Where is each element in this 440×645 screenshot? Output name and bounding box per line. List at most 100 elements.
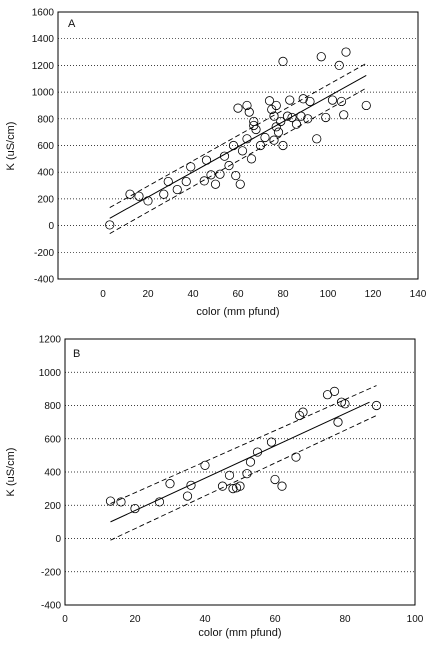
confidence-bands-b: [110, 385, 377, 541]
data-point-a: [312, 134, 322, 144]
data-point-a: [186, 162, 196, 172]
confidence-bands-a: [109, 63, 367, 235]
x-tick-label-b: 80: [339, 614, 351, 625]
x-tick-label-a: 80: [277, 289, 289, 300]
data-point-a: [271, 122, 281, 132]
data-point-b: [242, 469, 252, 479]
data-point-a: [159, 189, 169, 199]
x-tick-labels-b: 0 20 40 60 80 100: [62, 614, 424, 625]
data-point-a: [291, 119, 302, 129]
confidence-band-b: [110, 385, 377, 504]
data-point-a: [105, 220, 115, 230]
data-point-b: [298, 407, 308, 417]
data-point-b: [340, 399, 350, 409]
data-point-a: [255, 140, 266, 151]
data-point-a: [303, 114, 313, 124]
x-tick-label-b: 100: [407, 614, 424, 625]
data-point-a: [298, 94, 308, 104]
x-tick-label-b: 0: [62, 614, 68, 625]
data-point-a: [237, 146, 248, 156]
y-tick-label-a: -400: [34, 275, 54, 286]
data-point-a: [134, 191, 144, 201]
data-point-a: [327, 95, 338, 105]
data-point-a: [242, 134, 252, 144]
data-point-a: [321, 112, 331, 123]
y-tick-label-b: -400: [41, 601, 61, 612]
data-point-a: [336, 96, 347, 107]
chart-panel-a: 0 20 40 60 80 100 120 140 -400 -200 0 200 400 600 800…: [5, 8, 427, 319]
x-axis-label-b: color (mm pfund): [198, 627, 281, 639]
data-point-a: [143, 196, 153, 206]
x-tick-label-b: 40: [199, 614, 211, 625]
y-tick-label-a: 400: [37, 168, 54, 179]
data-point-a: [210, 179, 221, 189]
data-point-b: [333, 417, 343, 427]
y-tick-label-b: 1000: [39, 368, 62, 379]
data-point-a: [285, 95, 295, 105]
x-tick-label-a: 100: [320, 289, 337, 300]
data-point-a: [215, 169, 225, 179]
y-axis-label-a: K (uS/cm): [5, 122, 17, 171]
x-tick-label-a: 40: [187, 289, 199, 300]
data-point-b: [165, 479, 175, 489]
data-point-b: [154, 497, 165, 507]
regression-line-b: [110, 401, 370, 523]
data-point-a: [206, 170, 216, 180]
data-point-a: [316, 52, 326, 62]
y-tick-label-b: 1200: [39, 335, 62, 346]
data-point-b: [291, 452, 301, 462]
data-point-a: [296, 111, 306, 121]
y-tick-label-b: 0: [55, 534, 61, 545]
x-axis-label-a: color (mm pfund): [196, 306, 279, 318]
y-tick-label-a: 1600: [32, 8, 55, 19]
fit-line-a: [109, 74, 367, 219]
confidence-band-a: [109, 63, 367, 208]
data-point-a: [278, 56, 288, 66]
data-point-b: [329, 386, 340, 396]
data-point-a: [269, 135, 279, 145]
data-point-a: [242, 100, 252, 111]
data-point-a: [339, 110, 349, 120]
data-point-a: [260, 132, 270, 143]
data-point-a: [264, 96, 275, 106]
y-tick-label-b: 400: [44, 468, 61, 479]
data-point-a: [305, 96, 315, 107]
y-tick-label-a: 1000: [32, 88, 55, 99]
data-point-a: [224, 160, 234, 171]
data-point-a: [251, 124, 261, 135]
data-point-b: [270, 474, 280, 485]
panel-label-a: A: [68, 18, 76, 30]
data-point-b: [252, 447, 263, 457]
x-tick-label-b: 20: [129, 614, 141, 625]
y-tick-label-a: 800: [37, 114, 54, 125]
data-point-b: [266, 437, 277, 447]
data-point-a: [199, 176, 209, 186]
data-point-b: [228, 484, 238, 494]
data-point-b: [224, 470, 235, 480]
data-point-a: [334, 60, 344, 71]
regression-line-a: [109, 74, 367, 219]
y-tick-label-b: 600: [44, 434, 61, 445]
data-point-a: [181, 176, 191, 187]
data-point-b: [277, 481, 287, 491]
data-point-a: [276, 116, 286, 127]
data-point-b: [245, 457, 256, 467]
data-point-a: [231, 170, 241, 181]
y-axis-label-b: K (uS/cm): [5, 448, 17, 497]
data-point-a: [244, 107, 254, 117]
data-point-b: [217, 481, 228, 491]
y-tick-labels-b: -400 -200 0 200 400 600 800 1000 1200: [39, 335, 62, 612]
data-point-a: [282, 111, 293, 121]
data-point-b: [200, 460, 210, 470]
x-tick-label-a: 60: [232, 289, 244, 300]
data-point-b: [235, 481, 245, 491]
confidence-band-b: [110, 415, 377, 541]
x-tick-label-a: 140: [410, 289, 427, 300]
x-tick-label-a: 20: [142, 289, 154, 300]
data-point-b: [182, 491, 193, 501]
x-tick-label-a: 0: [100, 289, 106, 300]
data-point-a: [278, 140, 288, 151]
data-point-a: [219, 151, 230, 161]
y-tick-label-a: 200: [37, 194, 54, 205]
